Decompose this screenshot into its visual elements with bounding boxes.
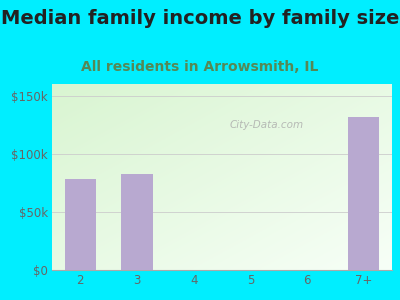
Text: Median family income by family size: Median family income by family size (1, 9, 399, 28)
Bar (348, 116, 379, 270)
Text: All residents in Arrowsmith, IL: All residents in Arrowsmith, IL (81, 60, 319, 74)
Text: City-Data.com: City-Data.com (229, 120, 303, 130)
Bar (122, 173, 152, 270)
Bar (65, 179, 96, 270)
